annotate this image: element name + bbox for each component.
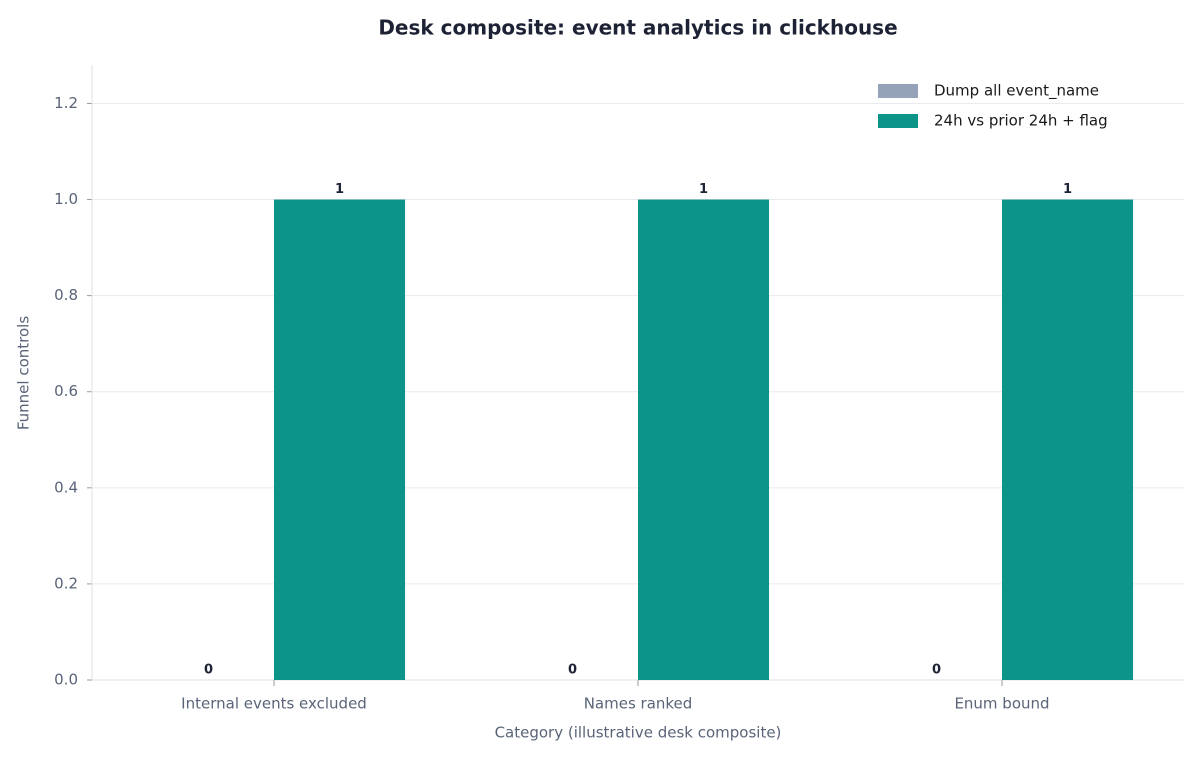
data-label: 1 xyxy=(335,182,344,197)
y-tick-label: 0.4 xyxy=(54,478,78,496)
legend-swatch xyxy=(878,114,918,128)
chart-title: Desk composite: event analytics in click… xyxy=(378,16,897,40)
y-tick-label: 1.2 xyxy=(54,94,78,112)
y-axis-label: Funnel controls xyxy=(15,316,33,430)
y-tick-label: 0.6 xyxy=(54,382,78,400)
bar xyxy=(274,199,406,680)
data-label: 1 xyxy=(1063,182,1072,197)
data-label: 1 xyxy=(699,182,708,197)
legend-label: Dump all event_name xyxy=(934,82,1099,101)
bar xyxy=(1002,199,1134,680)
y-tick-label: 1.0 xyxy=(54,190,78,208)
x-tick-label: Names ranked xyxy=(584,695,693,713)
y-tick-label: 0.2 xyxy=(54,574,78,592)
y-tick-label: 0.0 xyxy=(54,671,78,689)
data-label: 0 xyxy=(568,663,577,678)
legend-label: 24h vs prior 24h + flag xyxy=(934,112,1108,130)
x-tick-label: Enum bound xyxy=(954,695,1049,713)
data-label: 0 xyxy=(932,663,941,678)
x-tick-label: Internal events excluded xyxy=(181,695,367,713)
y-tick-label: 0.8 xyxy=(54,286,78,304)
bar xyxy=(638,199,770,680)
legend-swatch xyxy=(878,84,918,98)
x-axis-label: Category (illustrative desk composite) xyxy=(495,724,782,742)
data-label: 0 xyxy=(204,663,213,678)
